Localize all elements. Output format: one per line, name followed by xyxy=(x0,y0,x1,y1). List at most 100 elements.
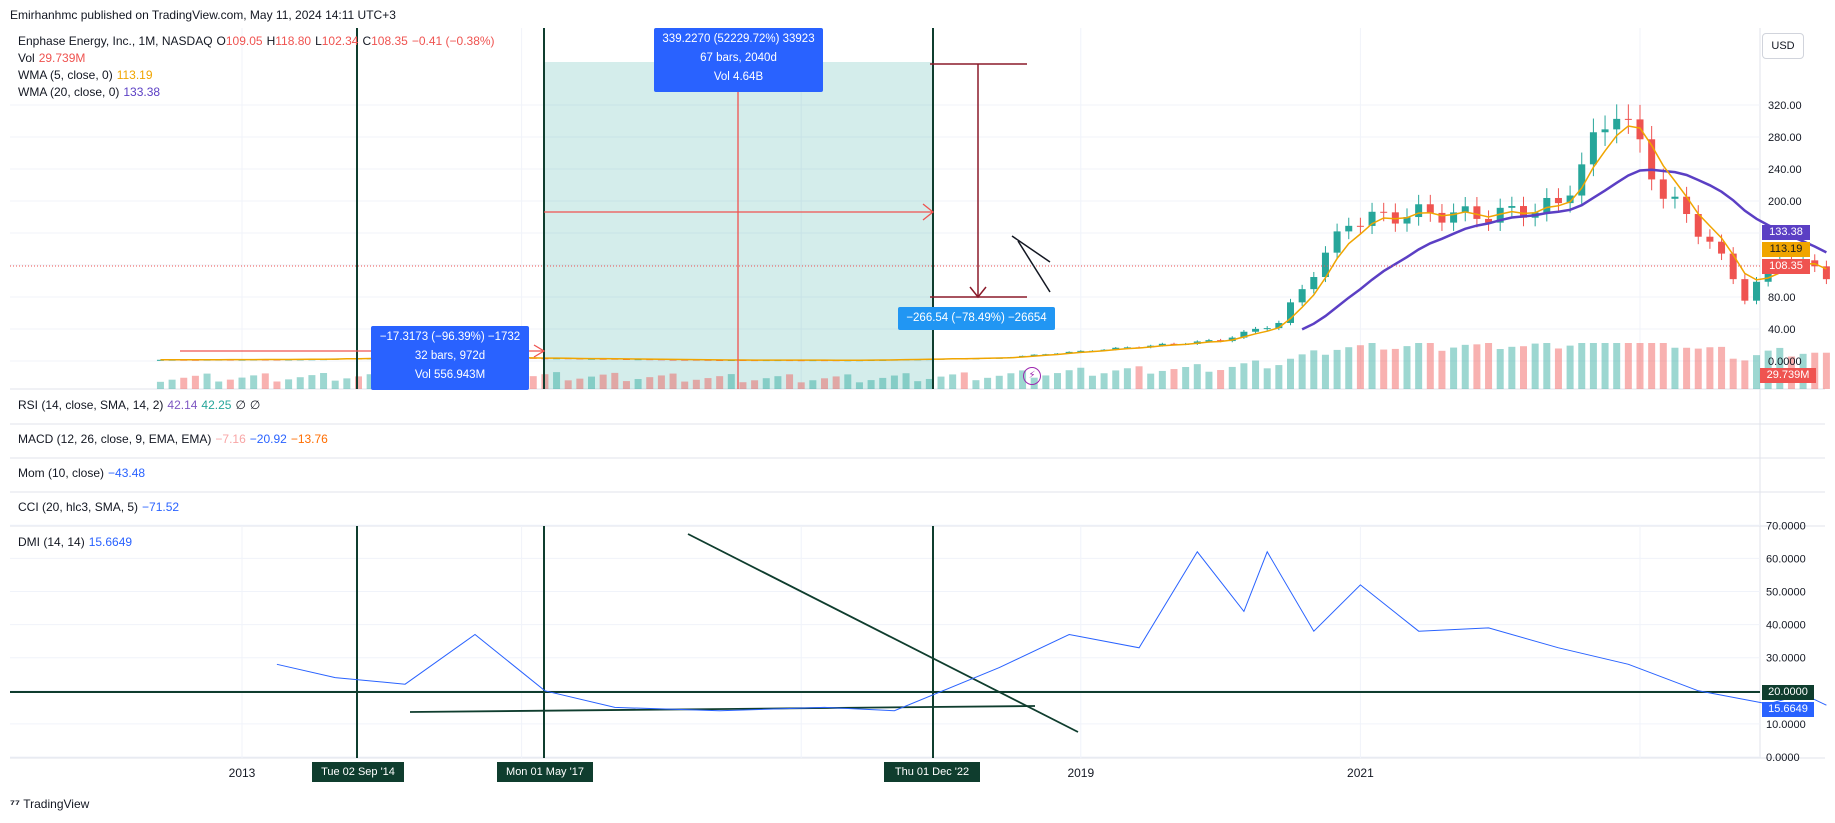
price-tick-label: 280.00 xyxy=(1768,132,1802,144)
volume-bar xyxy=(821,378,828,389)
candle-body xyxy=(1578,164,1586,196)
dmi-tick-label: 50.0000 xyxy=(1766,587,1806,599)
volume-bar xyxy=(1706,347,1714,389)
volume-bar xyxy=(1753,355,1760,389)
volume-bar xyxy=(1019,370,1027,389)
volume-bar xyxy=(576,378,584,389)
volume-bar xyxy=(751,380,759,389)
volume-bar xyxy=(1298,354,1306,389)
volume-bar xyxy=(1403,346,1411,389)
price-tick-label: 200.00 xyxy=(1768,196,1802,208)
volume-bar xyxy=(1345,347,1353,389)
dmi-level-tag: 20.0000 xyxy=(1762,685,1814,700)
volume-bar xyxy=(1473,344,1481,389)
candle-body xyxy=(1438,212,1446,223)
legend-vol-row: Vol 29.739M xyxy=(18,51,86,65)
volume-bar xyxy=(564,380,572,389)
volume-bar xyxy=(1182,366,1190,389)
volume-bar xyxy=(622,381,630,389)
volume-bar xyxy=(1170,369,1178,389)
volume-bar xyxy=(1729,358,1737,389)
candle-body xyxy=(1356,225,1364,227)
currency-button[interactable]: USD xyxy=(1762,33,1804,59)
volume-bar xyxy=(1310,350,1318,389)
volume-bar xyxy=(844,374,852,389)
candle-body xyxy=(1380,211,1388,213)
volume-bar xyxy=(1356,345,1364,389)
dmi-tick-label: 0.0000 xyxy=(1766,752,1800,764)
wma20-price-tag: 133.38 xyxy=(1762,225,1810,240)
wma20-value: 133.38 xyxy=(123,85,161,99)
measure-drop-box[interactable]: −266.54 (−78.49%) −26654 xyxy=(898,307,1055,330)
volume-bar xyxy=(960,372,968,389)
pane-separators xyxy=(10,28,1825,759)
volume-bar xyxy=(1683,347,1691,389)
volume-bar xyxy=(1368,343,1376,389)
candle-body xyxy=(1648,139,1656,180)
candle-body xyxy=(1589,132,1597,165)
candle-body xyxy=(1671,196,1679,199)
candle-body xyxy=(1508,206,1516,208)
candle-body xyxy=(1030,354,1038,356)
volume-bar xyxy=(1822,352,1830,389)
candle-body xyxy=(1683,196,1691,215)
volume-bar xyxy=(1088,375,1096,389)
volume-bar xyxy=(308,375,316,389)
volume-bar xyxy=(1426,343,1434,389)
volume-bar xyxy=(1065,370,1073,389)
volume-bar xyxy=(786,374,794,389)
volume-bar xyxy=(855,382,863,389)
legend-wma20-row: WMA (20, close, 0) 133.38 xyxy=(18,85,161,99)
volume-bar xyxy=(762,378,770,389)
mom-pane-legend: Mom (10, close) −43.48 xyxy=(18,466,146,480)
candle-body xyxy=(1275,322,1283,329)
price-tick-label: 320.00 xyxy=(1768,100,1802,112)
volume-bar xyxy=(1193,364,1201,389)
measure-left-box[interactable]: −17.3173 (−96.39%) −1732 32 bars, 972d V… xyxy=(371,326,529,390)
rsi-pane-legend: RSI (14, close, SMA, 14, 2) 42.14 42.25 ∅ ∅ xyxy=(18,398,261,412)
lightning-icon[interactable]: ⚡ xyxy=(1023,367,1041,385)
volume-bar xyxy=(1054,373,1061,389)
volume-bar xyxy=(1228,366,1236,389)
candle-body xyxy=(156,359,164,361)
candle-body xyxy=(1077,350,1085,352)
candle-body xyxy=(1566,195,1574,204)
price-tick-label: 240.00 xyxy=(1768,164,1802,176)
candle-body xyxy=(1706,236,1714,242)
volume-bar xyxy=(261,373,269,389)
volume-bar xyxy=(1520,346,1527,389)
volume-bar xyxy=(1252,360,1260,389)
volume-bar xyxy=(972,380,980,389)
volume-bar xyxy=(890,375,898,389)
measure-top-box[interactable]: 339.2270 (52229.72%) 33923 67 bars, 2040… xyxy=(654,28,823,92)
volume-bar xyxy=(1718,346,1726,389)
macd-pane-legend: MACD (12, 26, close, 9, EMA, EMA) −7.16 −2… xyxy=(18,432,328,446)
candle-body xyxy=(1310,277,1318,290)
legend-symbol-row: Enphase Energy, Inc., 1M, NASDAQ O109.05 H… xyxy=(18,34,495,48)
candle-body xyxy=(1601,129,1609,133)
candle-body xyxy=(1613,118,1621,130)
volume-bar xyxy=(553,372,561,389)
volume-bar xyxy=(320,373,328,389)
volume-bar xyxy=(925,378,933,389)
volume-bar xyxy=(599,374,607,389)
volume-bar xyxy=(1077,367,1085,389)
volume-bar xyxy=(716,376,724,389)
volume-price-tag: 29.739M xyxy=(1760,368,1816,383)
volume-bar xyxy=(1578,343,1586,389)
volume-bar xyxy=(995,375,1003,389)
candle-body xyxy=(1729,253,1737,280)
dmi-trendlines xyxy=(409,533,1079,733)
cci-pane-legend: CCI (20, hlc3, SMA, 5) −71.52 xyxy=(18,500,180,514)
volume-bar xyxy=(611,372,619,389)
open-value: 109.05 xyxy=(225,34,263,48)
volume-value: 29.739M xyxy=(38,51,86,65)
volume-bar xyxy=(180,377,188,389)
volume-bar xyxy=(1275,365,1283,389)
tradingview-footer[interactable]: ⁷⁷ TradingView xyxy=(10,797,90,811)
close-value: 108.35 xyxy=(371,34,408,48)
candle-body xyxy=(1403,217,1411,224)
volume-bar xyxy=(285,379,293,389)
price-tick-label: 80.00 xyxy=(1768,292,1796,304)
